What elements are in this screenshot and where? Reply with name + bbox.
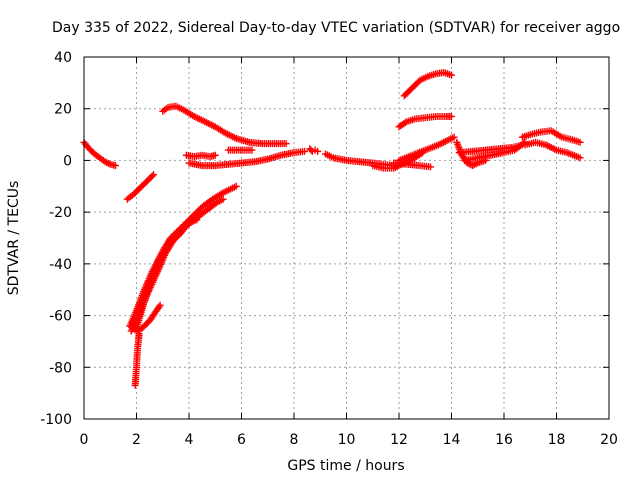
series-arc22	[131, 330, 143, 389]
y-axis-label: SDTVAR / TECUs	[6, 181, 22, 296]
data-point	[148, 172, 156, 180]
y-tick-label: -80	[49, 360, 72, 376]
series-arc5	[224, 146, 256, 154]
series-arc4	[182, 151, 219, 161]
x-tick-label: 12	[390, 432, 408, 448]
data-point	[193, 216, 201, 224]
series-arc13	[400, 69, 455, 100]
data-point	[576, 138, 584, 146]
data-point	[219, 195, 227, 203]
data-point	[450, 133, 458, 141]
x-tick-label: 18	[548, 432, 566, 448]
data-point	[301, 147, 308, 155]
x-tick-label: 10	[338, 432, 356, 448]
series-arc10	[390, 159, 434, 171]
series-arc3	[159, 102, 290, 148]
x-tick-label: 4	[185, 432, 194, 448]
data-point	[150, 171, 158, 179]
data-point	[248, 146, 256, 154]
data-point	[211, 151, 219, 159]
data-points	[80, 69, 584, 389]
y-tick-label: 20	[54, 102, 72, 118]
axis-ticks	[83, 56, 610, 420]
x-tick-label: 14	[443, 432, 461, 448]
data-point	[156, 301, 164, 309]
series-arc17	[518, 127, 584, 146]
series-arc12	[395, 112, 455, 131]
y-tick-label: 40	[54, 50, 72, 66]
data-point	[427, 163, 434, 171]
data-point	[112, 162, 119, 170]
series-arc1	[80, 138, 119, 170]
series-arc21	[127, 216, 201, 335]
data-point	[448, 71, 455, 79]
x-axis-label: GPS time / hours	[287, 458, 404, 474]
data-point	[155, 303, 163, 311]
series-arc6	[185, 147, 308, 170]
x-tick-label: 0	[80, 432, 89, 448]
x-tick-label: 6	[237, 432, 246, 448]
y-tick-label: 0	[63, 153, 72, 169]
tick-labels: 0 2 4 6 8 10 12 14 16 18 20 -100 -80 -60 -40 -20 0 20 40	[40, 50, 618, 448]
y-tick-label: -100	[40, 412, 72, 428]
series-arc18	[521, 138, 584, 162]
data-point	[576, 154, 584, 162]
y-tick-label: -40	[49, 257, 72, 273]
x-tick-label: 8	[290, 432, 299, 448]
y-tick-label: -20	[49, 205, 72, 221]
series-arc16	[461, 138, 529, 164]
x-tick-label: 20	[600, 432, 618, 448]
data-point	[401, 119, 409, 127]
data-point	[448, 112, 455, 120]
series-arc11	[395, 133, 458, 164]
x-tick-label: 16	[495, 432, 513, 448]
series-arc7	[306, 145, 322, 155]
x-tick-label: 2	[132, 432, 141, 448]
chart-title: Day 335 of 2022, Sidereal Day-to-day VTE…	[52, 20, 620, 36]
series-arc23	[126, 301, 164, 335]
data-point	[314, 147, 322, 155]
series-arc2	[123, 171, 158, 203]
data-point	[232, 182, 240, 190]
data-point	[282, 140, 290, 148]
y-tick-label: -60	[49, 309, 72, 325]
